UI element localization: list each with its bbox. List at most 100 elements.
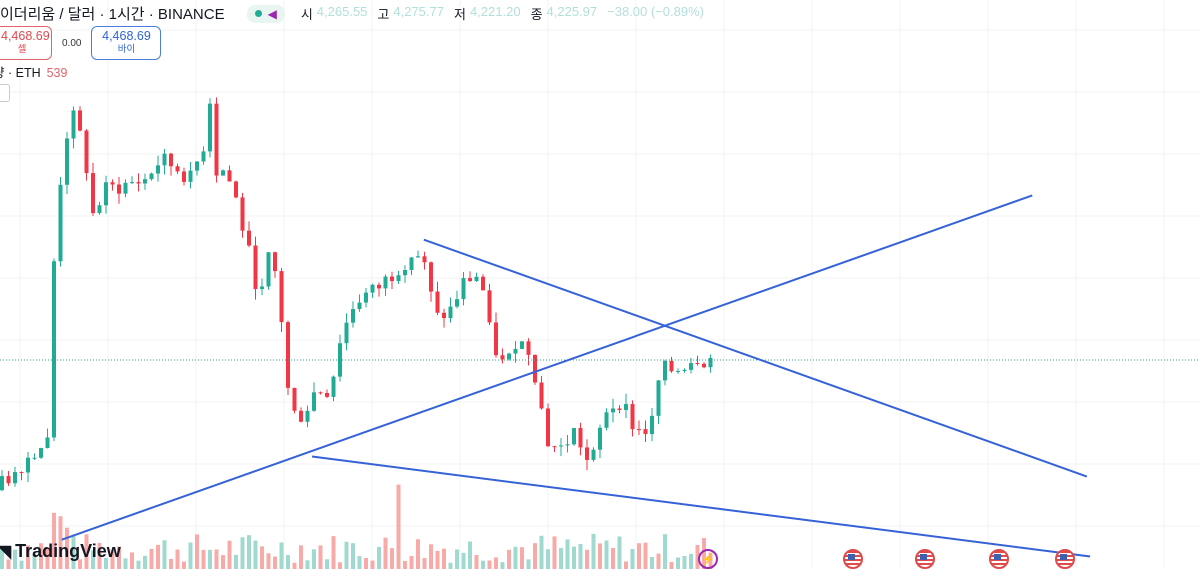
symbol-title[interactable]: 이더리움 / 달러 · 1시간 · BINANCE [0,6,225,23]
candle-body [565,444,570,446]
volume-bar [474,554,479,569]
volume-bar [364,557,368,569]
tradingview-logo[interactable]: ◥ TradingView [0,541,121,562]
candle-body [409,257,414,270]
volume-bar [513,546,518,569]
volume-bar [643,542,648,569]
candle-body [357,302,362,310]
volume-bar [396,484,401,569]
candle-body [650,415,654,435]
volume-bar [656,553,661,569]
candle-body [396,275,401,282]
volume-bar [13,549,17,569]
candle-body [520,341,524,349]
volume-bar [136,560,141,569]
volume-bar [318,545,323,569]
candle-body [448,306,453,319]
volume-bar [182,561,186,569]
close-label: 종 [530,7,543,22]
candle-body [195,161,199,171]
candle-body [468,278,472,282]
candle-body [273,252,277,272]
volume-bar [624,561,628,569]
candle-body [286,322,290,388]
candle-body [663,360,667,381]
volume-bar [591,533,596,569]
volume-bar [533,543,537,569]
volume-bar [58,516,63,569]
volume-bar [403,561,407,569]
candle-body [676,370,680,372]
buy-button[interactable]: 4,468.69 바이 [91,26,162,60]
volume-bar [247,535,251,569]
candle-body [78,110,82,131]
candle-body [188,170,193,182]
sell-label: 셀 [17,44,27,55]
volume-bar [338,562,342,569]
volume-bar [0,548,4,569]
candle-body [474,276,479,282]
volume-bar [416,539,420,569]
candle-body [481,276,485,291]
volume-bar [669,561,674,569]
candle-body [45,437,50,449]
us-flag-event-icon[interactable] [915,549,935,569]
candle-body [227,170,232,182]
candle-body [552,446,557,448]
volume-bar [390,548,394,569]
candle-body [442,312,446,319]
us-flag-event-icon[interactable] [1055,549,1075,569]
volume-bar [526,559,531,569]
us-flag-event-icon[interactable] [989,549,1009,569]
trendline[interactable] [311,455,1091,558]
candle-body [162,153,167,166]
candle-body [97,205,102,214]
trendline[interactable] [61,194,1033,541]
lightning-event-icon[interactable]: ⚡ [698,549,718,569]
volume-bar [65,527,69,569]
sell-button[interactable]: 4,468.69 셀 [0,26,52,60]
low-label: 저 [453,7,466,22]
volume-bar [630,548,635,569]
volume-bar [650,556,654,569]
candle-body [247,230,251,246]
volume-bar [461,552,466,569]
candle-body [110,182,115,185]
candle-body [208,103,212,152]
tradingview-logo-icon: ◥ [0,541,12,561]
volume-bar [143,555,147,569]
volume-bar [260,546,264,569]
volume-bar [208,549,212,569]
volume-legend[interactable]: 거래량 · ETH 539 [0,62,67,81]
volume-bar [500,562,505,569]
candle-body [455,299,459,307]
market-status-pill[interactable]: ◀ [246,4,285,23]
candle-body [13,472,17,484]
volume-bar [611,547,615,569]
trendline[interactable] [423,238,1088,478]
volume-bar [370,560,375,569]
candle-body [6,476,11,484]
candle-body [58,184,63,262]
volume-bar [6,559,11,569]
volume-bar [97,542,102,569]
volume-bar [546,549,550,569]
volume-bar [539,535,544,569]
us-flag-event-icon[interactable] [843,549,863,569]
candle-body [617,408,622,410]
candle-body [84,130,89,174]
volume-bar [195,534,199,569]
volume-bar [442,548,446,569]
candle-body [689,363,693,370]
volume-bar [409,556,414,569]
volume-bar [227,540,232,569]
volume-bar [507,549,511,569]
candle-body [234,181,238,198]
collapse-legend-button[interactable] [0,84,10,102]
candle-body [611,408,615,413]
volume-bar [32,554,37,569]
candle-body [364,292,368,303]
candle-body [546,408,550,447]
candle-body [130,182,134,184]
